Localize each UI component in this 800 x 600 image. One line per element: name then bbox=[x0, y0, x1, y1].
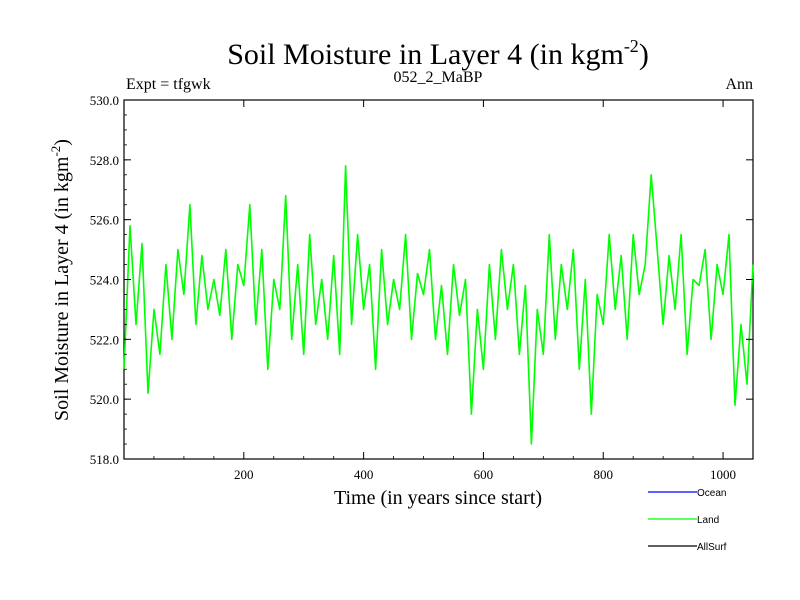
y-tick-label: 526.0 bbox=[90, 213, 119, 228]
plot-frame bbox=[123, 99, 754, 460]
legend-label-allsurf: AllSurf bbox=[697, 542, 727, 553]
series-line-land bbox=[123, 165, 754, 445]
y-axis-label: Soil Moisture in Layer 4 (in kgm-2) bbox=[48, 139, 73, 421]
subtitle-right: Ann bbox=[725, 76, 753, 93]
legend-label-ocean: Ocean bbox=[697, 488, 726, 499]
x-axis-label: Time (in years since start) bbox=[334, 487, 542, 509]
y-tick-label: 530.0 bbox=[90, 93, 119, 108]
subtitle-left: Expt = tfgwk bbox=[126, 76, 211, 93]
x-axis-ticks: 200 400 600 800 1000 bbox=[153, 100, 736, 482]
y-tick-label: 518.0 bbox=[90, 452, 119, 467]
x-tick-label: 1000 bbox=[710, 467, 736, 482]
legend: Ocean Land AllSurf bbox=[648, 488, 727, 553]
x-tick-label: 600 bbox=[474, 467, 494, 482]
y-tick-label: 524.0 bbox=[90, 273, 119, 288]
subtitle-center: 052_2_MaBP bbox=[394, 69, 483, 86]
x-tick-label: 800 bbox=[593, 467, 613, 482]
y-tick-label: 528.0 bbox=[90, 153, 119, 168]
y-axis-ticks: 518.0 520.0 522.0 524.0 526.0 528.0 530.0 bbox=[90, 93, 753, 467]
y-tick-label: 520.0 bbox=[90, 392, 119, 407]
chart-title: Soil Moisture in Layer 4 (in kgm-2) bbox=[227, 36, 649, 71]
y-tick-label: 522.0 bbox=[90, 332, 119, 347]
x-tick-label: 400 bbox=[354, 467, 374, 482]
legend-label-land: Land bbox=[697, 515, 719, 526]
series-group bbox=[123, 165, 754, 445]
x-tick-label: 200 bbox=[234, 467, 254, 482]
